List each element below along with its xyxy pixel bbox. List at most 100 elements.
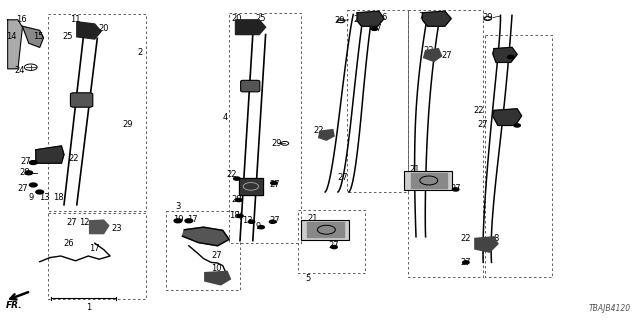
Text: 6: 6 [381, 13, 387, 22]
Text: 27: 27 [478, 120, 488, 129]
Polygon shape [493, 47, 517, 62]
Text: 21: 21 [307, 214, 317, 223]
Text: 21: 21 [410, 165, 420, 174]
Text: 29: 29 [271, 139, 282, 148]
Polygon shape [411, 173, 447, 188]
Text: 10: 10 [211, 264, 221, 273]
Polygon shape [236, 20, 266, 35]
Circle shape [237, 214, 243, 218]
Circle shape [36, 190, 44, 194]
Text: 27: 27 [17, 184, 28, 193]
Text: 15: 15 [33, 32, 44, 41]
Circle shape [236, 198, 242, 202]
Polygon shape [182, 227, 229, 246]
Circle shape [269, 220, 276, 223]
Text: 29: 29 [334, 16, 344, 25]
Text: 22: 22 [68, 154, 79, 163]
FancyBboxPatch shape [70, 93, 93, 107]
Text: 3: 3 [175, 202, 180, 211]
Circle shape [29, 161, 37, 164]
Polygon shape [77, 22, 101, 39]
Polygon shape [205, 271, 230, 285]
Text: 13: 13 [40, 193, 50, 202]
Text: 16: 16 [16, 15, 26, 24]
Text: 11: 11 [239, 28, 250, 36]
Text: 27: 27 [270, 216, 280, 225]
Circle shape [258, 226, 264, 229]
Polygon shape [36, 146, 64, 163]
Polygon shape [8, 20, 22, 69]
Text: 27: 27 [67, 218, 77, 227]
Circle shape [514, 124, 520, 127]
Text: TBAJB4120: TBAJB4120 [588, 304, 630, 313]
Text: 20: 20 [232, 14, 242, 23]
Bar [347, 10, 408, 192]
Polygon shape [357, 11, 384, 26]
Text: 29: 29 [123, 120, 133, 129]
Bar [48, 213, 146, 299]
Text: 27: 27 [20, 157, 31, 166]
Text: 8: 8 [493, 234, 499, 243]
Text: 2: 2 [137, 48, 142, 57]
Bar [408, 10, 483, 277]
Text: 17: 17 [187, 215, 197, 224]
Circle shape [371, 27, 378, 30]
Polygon shape [422, 11, 451, 26]
Circle shape [331, 245, 337, 249]
Text: 19: 19 [173, 215, 183, 224]
Circle shape [248, 220, 255, 223]
Text: 22: 22 [461, 234, 471, 243]
Text: 27: 27 [337, 173, 348, 182]
Polygon shape [90, 220, 109, 234]
Text: 5: 5 [306, 274, 311, 283]
Text: 17: 17 [90, 244, 100, 253]
FancyBboxPatch shape [404, 171, 452, 190]
Text: 28: 28 [232, 195, 242, 204]
Text: 9: 9 [28, 193, 33, 202]
Text: 24: 24 [14, 66, 24, 75]
Text: 27: 27 [329, 241, 339, 250]
Text: 27: 27 [461, 258, 471, 267]
Text: 18: 18 [229, 211, 239, 220]
Text: 22: 22 [227, 170, 237, 179]
Circle shape [174, 219, 182, 223]
Text: 26: 26 [64, 239, 74, 248]
Text: 13: 13 [242, 216, 252, 225]
Bar [166, 211, 240, 290]
Text: 9: 9 [256, 222, 261, 231]
Circle shape [452, 188, 459, 191]
Text: 29: 29 [483, 13, 493, 22]
Polygon shape [239, 178, 263, 195]
Text: 23: 23 [111, 224, 122, 233]
Circle shape [508, 55, 514, 59]
Text: 22: 22 [474, 106, 484, 115]
Polygon shape [22, 26, 44, 47]
Bar [48, 14, 146, 211]
Text: 25: 25 [256, 14, 266, 23]
Text: 4: 4 [223, 113, 228, 122]
Bar [485, 35, 552, 277]
Text: 27: 27 [270, 180, 280, 189]
Circle shape [271, 181, 277, 185]
Circle shape [463, 261, 469, 264]
Text: 27: 27 [451, 184, 461, 193]
Polygon shape [424, 49, 442, 61]
Bar [298, 210, 365, 273]
Circle shape [234, 177, 240, 180]
Text: 1: 1 [86, 303, 91, 312]
Text: 22: 22 [424, 46, 434, 55]
Text: 27: 27 [442, 52, 452, 60]
FancyBboxPatch shape [241, 80, 260, 92]
Text: 25: 25 [62, 32, 72, 41]
Text: 22: 22 [314, 126, 324, 135]
Text: 7: 7 [419, 12, 424, 21]
Text: 12: 12 [79, 218, 90, 227]
FancyBboxPatch shape [301, 220, 349, 240]
Polygon shape [493, 109, 522, 125]
Polygon shape [319, 130, 334, 140]
Text: 18: 18 [54, 193, 64, 202]
Polygon shape [307, 222, 344, 237]
Polygon shape [475, 237, 498, 252]
Text: 27: 27 [211, 251, 221, 260]
Text: 11: 11 [70, 15, 81, 24]
